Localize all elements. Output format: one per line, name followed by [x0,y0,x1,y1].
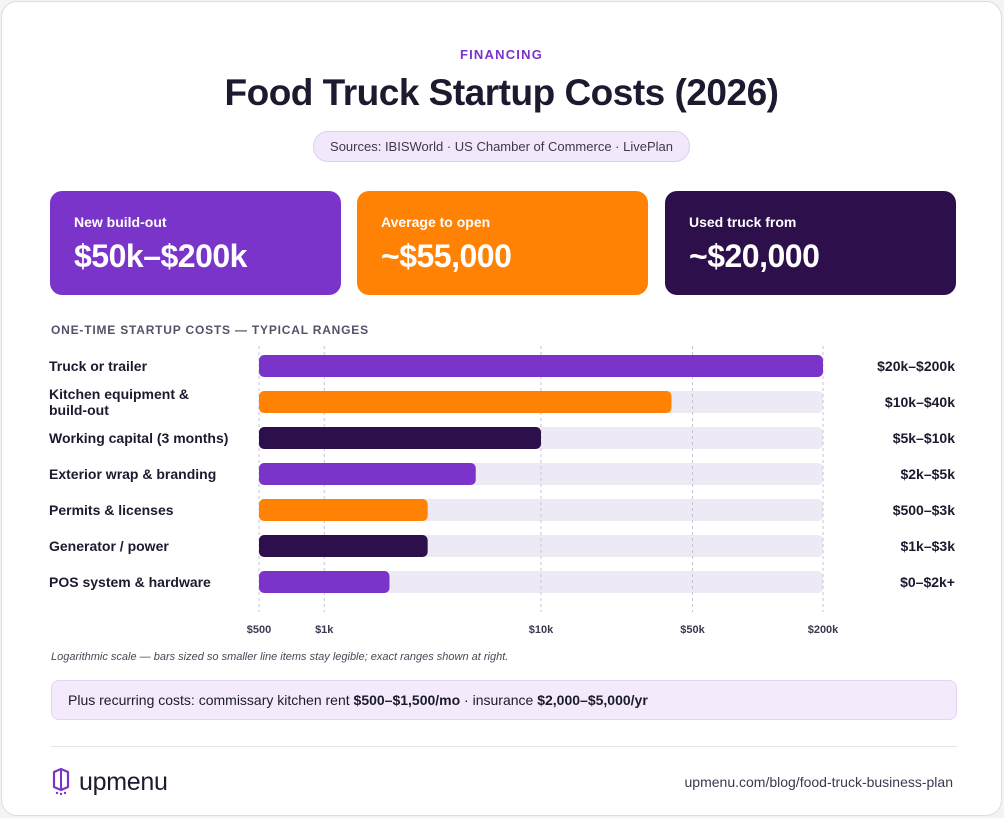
recurring-costs-banner: Plus recurring costs: commissary kitchen… [51,680,957,720]
section-label: ONE-TIME STARTUP COSTS — TYPICAL RANGES [51,323,369,337]
range-label: $5k–$10k [893,430,956,446]
eyebrow: FINANCING [459,47,544,62]
bar [259,427,541,449]
range-label: $20k–$200k [877,358,955,374]
stat-label: New build-out [74,214,167,230]
x-tick-label: $200k [808,624,839,636]
stat-value: ~$55,000 [381,238,512,274]
stat-label: Used truck from [689,214,797,230]
page-title: Food Truck Startup Costs (2026) [224,72,780,113]
range-label: $10k–$40k [885,394,955,410]
bar [259,499,428,521]
stat-card-average: Average to open ~$55,000 [357,191,648,295]
bar [259,535,428,557]
upmenu-logo[interactable]: upmenu [51,767,168,797]
stat-card-used-truck: Used truck from ~$20,000 [665,191,956,295]
category-label: Permits & licenses [49,502,174,518]
scale-note: Logarithmic scale — bars sized so smalle… [51,651,509,663]
rent-value: $500–$1,500/mo [353,692,461,708]
category-label: Truck or trailer [49,358,148,374]
category-label: Kitchen equipment & build-out [49,386,189,418]
bar [259,571,390,593]
stat-value: $50k–$200k [74,238,247,274]
logo-text: upmenu [79,767,168,796]
x-tick-label: $10k [529,624,554,636]
upmenu-logo-icon [52,768,70,796]
stat-value: ~$20,000 [689,238,820,274]
sources-pill: Sources: IBISWorld · US Chamber of Comme… [313,131,690,162]
category-label-line: Kitchen equipment & [49,386,189,402]
range-label: $0–$2k+ [900,574,955,590]
x-tick-label: $1k [315,624,334,636]
bar [259,463,476,485]
x-tick-label: $500 [247,624,271,636]
range-label: $2k–$5k [900,466,955,482]
category-label: Generator / power [49,538,169,554]
bar [259,355,823,377]
stat-label: Average to open [381,214,491,230]
range-label: $1k–$3k [900,538,955,554]
x-tick-label: $50k [680,624,705,636]
recurring-sep: · insurance [460,692,538,708]
bar [259,391,672,413]
recurring-prefix: Plus recurring costs: commissary kitchen… [68,692,354,708]
category-label-line: build-out [49,402,109,418]
stat-card-new-build: New build-out $50k–$200k [50,191,341,295]
footer-divider [51,746,957,747]
category-label: Working capital (3 months) [49,430,228,446]
category-label: Exterior wrap & branding [49,466,216,482]
insurance-value: $2,000–$5,000/yr [537,692,648,708]
source-url[interactable]: upmenu.com/blog/food-truck-business-plan [684,774,953,790]
range-label: $500–$3k [893,502,956,518]
category-label: POS system & hardware [49,574,211,590]
